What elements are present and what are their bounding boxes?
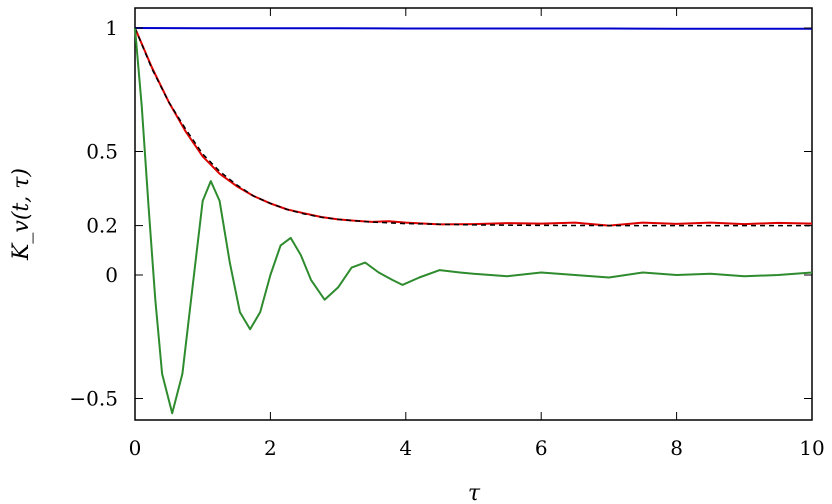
x-tick-label: 6 [535,436,548,460]
y-tick-label: 0 [105,263,118,287]
x-tick-label: 2 [264,436,277,460]
y-tick-label: 1 [105,16,118,40]
x-tick-label: 10 [799,436,824,460]
y-axis-label: K_v(t, τ) [9,168,34,261]
series-line-0 [134,27,812,30]
series-line-3 [134,27,813,415]
x-tick-label: 8 [670,436,683,460]
series-line-1 [134,27,813,227]
y-tick-label: −0.5 [69,387,118,411]
series-line-2 [134,27,812,227]
x-axis-label: τ [468,481,481,504]
y-tick-label: 0.5 [86,140,118,164]
x-ticks: 0 2 4 6 8 10 [129,8,825,460]
x-tick-label: 0 [129,436,142,460]
y-tick-label: 0.2 [86,214,118,238]
plot-frame [134,7,813,421]
x-tick-label: 4 [399,436,412,460]
y-ticks: −0.5 0 0.2 0.5 1 [69,16,812,411]
series-layer [134,27,813,415]
